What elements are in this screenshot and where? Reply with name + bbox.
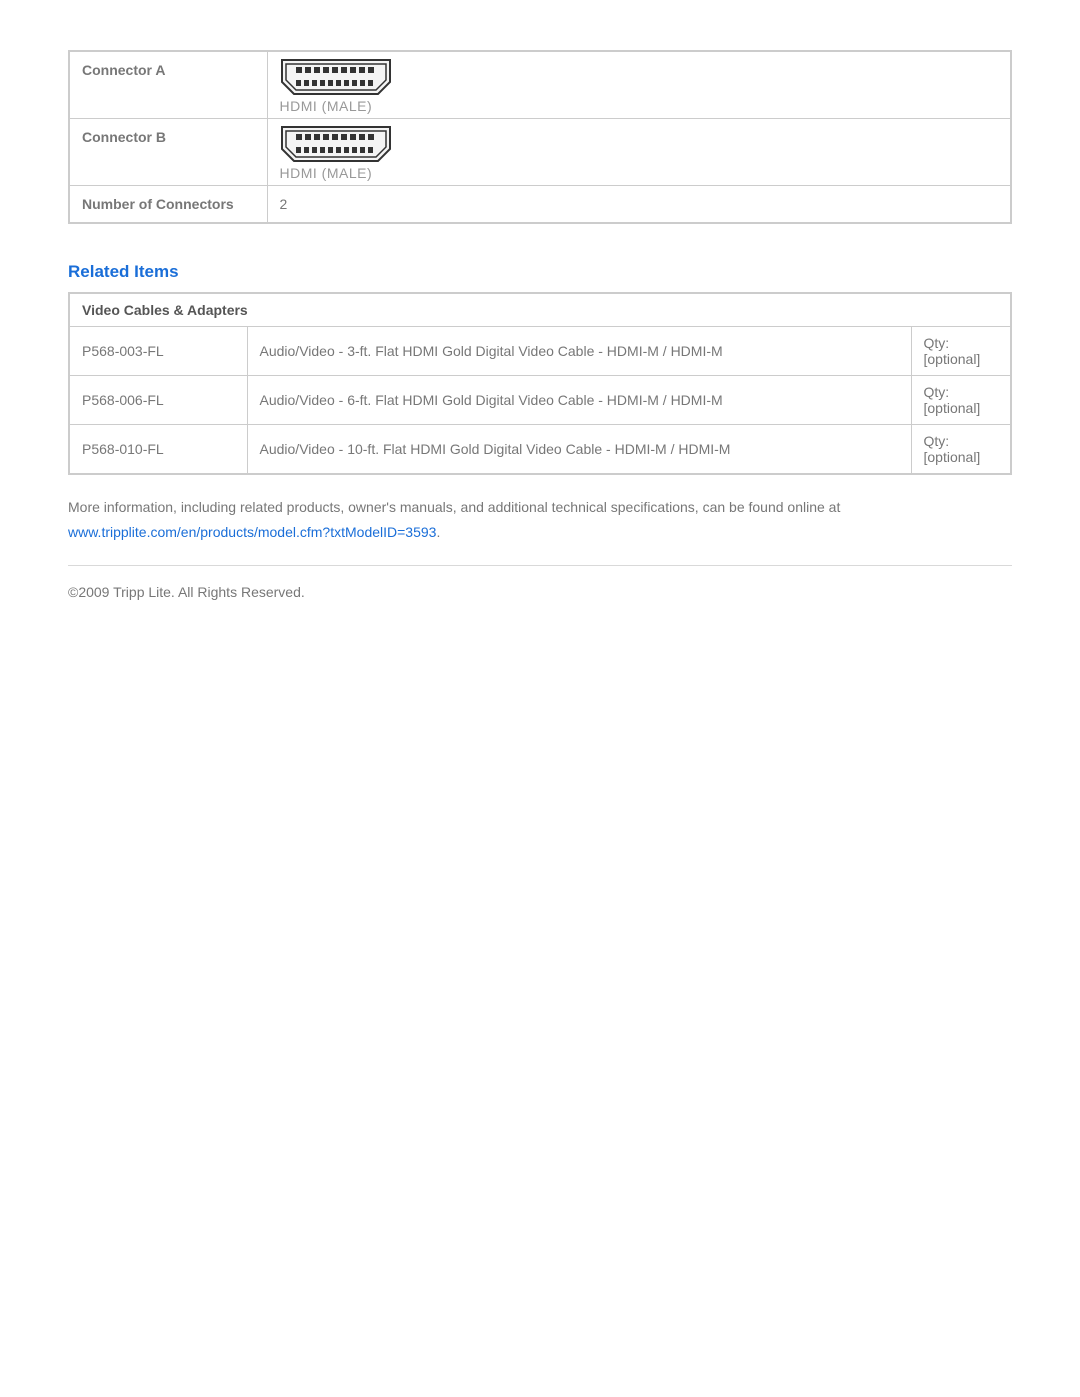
- table-row: P568-003-FL Audio/Video - 3-ft. Flat HDM…: [69, 327, 1011, 376]
- table-row: P568-006-FL Audio/Video - 6-ft. Flat HDM…: [69, 376, 1011, 425]
- connector-figure: HDMI (MALE): [280, 125, 392, 181]
- copyright-text: ©2009 Tripp Lite. All Rights Reserved.: [68, 584, 1012, 600]
- related-qty: Qty: [optional]: [911, 425, 1011, 475]
- spec-value: 2: [267, 186, 1011, 224]
- related-category-header: Video Cables & Adapters: [69, 293, 1011, 327]
- related-sku: P568-006-FL: [69, 376, 247, 425]
- table-row: Connector B HDMI (MALE): [69, 119, 1011, 186]
- hdmi-male-icon: [280, 58, 392, 96]
- related-desc: Audio/Video - 10-ft. Flat HDMI Gold Digi…: [247, 425, 911, 475]
- hdmi-male-icon: [280, 125, 392, 163]
- table-row: P568-010-FL Audio/Video - 10-ft. Flat HD…: [69, 425, 1011, 475]
- more-info-suffix: .: [436, 524, 440, 540]
- related-qty: Qty: [optional]: [911, 376, 1011, 425]
- spec-table-body: Connector A HDMI (MALE): [69, 51, 1011, 223]
- connector-figure: HDMI (MALE): [280, 58, 392, 114]
- more-info-text: More information, including related prod…: [68, 497, 1012, 518]
- spec-label: Number of Connectors: [69, 186, 267, 224]
- connector-caption: HDMI (MALE): [280, 165, 392, 181]
- related-items-table: Video Cables & Adapters P568-003-FL Audi…: [68, 292, 1012, 475]
- spec-label: Connector A: [69, 51, 267, 119]
- related-qty: Qty: [optional]: [911, 327, 1011, 376]
- related-sku: P568-010-FL: [69, 425, 247, 475]
- more-info-link[interactable]: www.tripplite.com/en/products/model.cfm?…: [68, 524, 436, 540]
- table-row: Number of Connectors 2: [69, 186, 1011, 224]
- spec-value: HDMI (MALE): [267, 119, 1011, 186]
- related-desc: Audio/Video - 6-ft. Flat HDMI Gold Digit…: [247, 376, 911, 425]
- more-info-lead: More information, including related prod…: [68, 499, 840, 515]
- table-row: Connector A HDMI (MALE): [69, 51, 1011, 119]
- connector-caption: HDMI (MALE): [280, 98, 392, 114]
- more-info-link-line: www.tripplite.com/en/products/model.cfm?…: [68, 522, 1012, 543]
- spec-label: Connector B: [69, 119, 267, 186]
- table-header-row: Video Cables & Adapters: [69, 293, 1011, 327]
- related-sku: P568-003-FL: [69, 327, 247, 376]
- divider: [68, 565, 1012, 566]
- page-content: Connector A HDMI (MALE): [0, 0, 1080, 650]
- related-items-heading: Related Items: [68, 262, 1012, 282]
- spec-table: Connector A HDMI (MALE): [68, 50, 1012, 224]
- spec-value: HDMI (MALE): [267, 51, 1011, 119]
- related-desc: Audio/Video - 3-ft. Flat HDMI Gold Digit…: [247, 327, 911, 376]
